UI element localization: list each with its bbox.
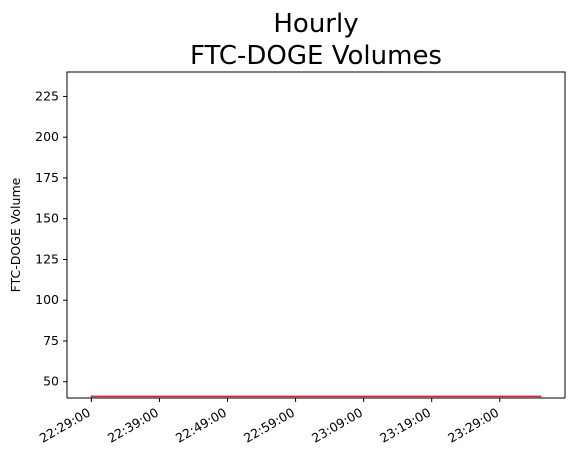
plot-area (67, 72, 565, 398)
series-layer (90, 395, 542, 398)
x-tick-label: 23:19:00 (377, 405, 433, 446)
x-tick-label: 23:29:00 (445, 405, 501, 446)
y-tick-label: 100 (35, 292, 59, 307)
y-tick-label: 150 (35, 211, 59, 226)
y-tick-label: 125 (35, 251, 59, 266)
x-tick-label: 22:59:00 (241, 405, 297, 446)
x-tick-label: 22:29:00 (37, 405, 93, 446)
x-tick-label: 23:09:00 (309, 405, 365, 446)
series-point (90, 395, 93, 398)
chart-title: Hourly FTC-DOGE Volumes (190, 9, 442, 71)
x-tick-label: 22:49:00 (173, 405, 229, 446)
chart-title-line-1: Hourly (273, 9, 358, 39)
y-tick-label: 200 (35, 129, 59, 144)
y-axis-label: FTC-DOGE Volume (8, 177, 23, 292)
chart-title-line-2: FTC-DOGE Volumes (190, 41, 442, 71)
y-tick-label: 175 (35, 170, 59, 185)
y-tick-label: 75 (43, 333, 59, 348)
y-axis-ticks: 50 75 100 125 150 175 200 225 (35, 88, 67, 389)
y-tick-label: 50 (43, 374, 59, 389)
x-tick-label: 22:39:00 (105, 405, 161, 446)
plot-frame (66, 71, 566, 399)
x-axis-ticks: 22:29:00 22:39:00 22:49:00 22:59:00 23:09:00… (37, 398, 501, 446)
series-point (539, 395, 542, 398)
y-tick-label: 225 (35, 88, 59, 103)
